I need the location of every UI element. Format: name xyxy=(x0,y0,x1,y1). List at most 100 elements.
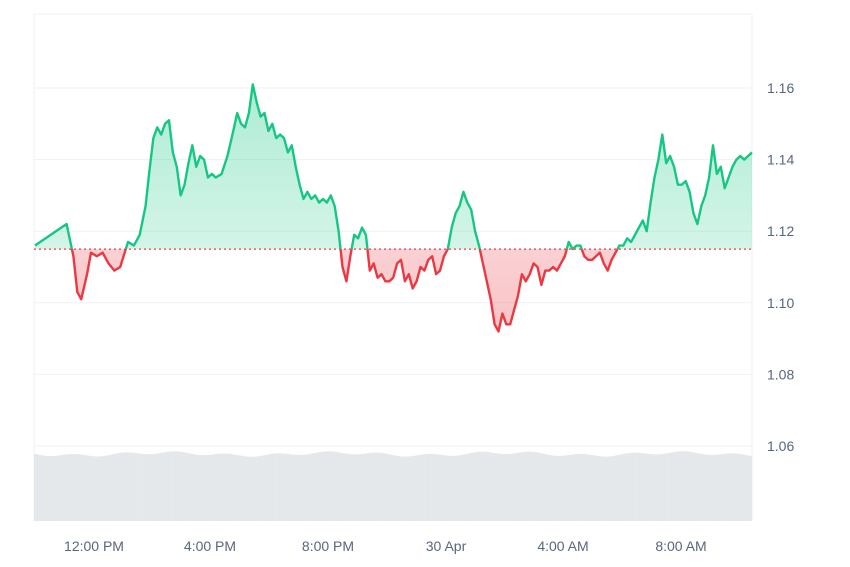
volume-bar xyxy=(159,452,164,521)
volume-bar xyxy=(165,451,170,521)
volume-bar xyxy=(135,453,140,521)
x-tick-label: 8:00 PM xyxy=(302,538,354,554)
volume-bar xyxy=(494,453,499,521)
volume-bar xyxy=(348,454,352,521)
x-tick-label: 30 Apr xyxy=(426,538,467,554)
volume-bar xyxy=(719,454,723,521)
volume-bar xyxy=(93,456,98,521)
volume-bar xyxy=(381,453,385,521)
y-tick-label: 1.14 xyxy=(767,152,794,168)
volume-bar xyxy=(497,453,502,521)
volume-bar xyxy=(219,453,223,521)
volume-bar xyxy=(225,453,229,521)
x-tick-label: 12:00 PM xyxy=(64,538,124,554)
volume-bar xyxy=(422,454,427,521)
volume-bar xyxy=(90,456,95,521)
y-tick-label: 1.08 xyxy=(767,366,794,382)
volume-bar xyxy=(156,453,161,521)
volume-bar xyxy=(315,452,319,521)
volume-bar xyxy=(321,451,325,521)
volume-bar xyxy=(716,454,720,521)
volume-bar xyxy=(345,453,349,521)
volume-bar xyxy=(207,454,211,521)
volume-bar xyxy=(390,454,394,521)
y-tick-label: 1.16 xyxy=(767,80,794,96)
volume-bar xyxy=(467,453,472,521)
volume-bar xyxy=(270,453,274,521)
volume-bar xyxy=(404,456,409,521)
volume-bar xyxy=(357,454,361,521)
volume-bar xyxy=(527,451,532,521)
volume-bar xyxy=(141,453,146,521)
volume-bar xyxy=(521,452,526,521)
volume-bar xyxy=(503,453,508,521)
volume-bar xyxy=(87,455,92,521)
volume-bar xyxy=(237,455,241,521)
volume-bar xyxy=(485,452,490,521)
volume-bar xyxy=(701,454,705,521)
volume-bar xyxy=(201,455,205,521)
volume-bar xyxy=(114,453,119,521)
volume-bar xyxy=(333,451,337,521)
volume-bar xyxy=(99,456,104,521)
volume-bar xyxy=(75,454,80,521)
volume-bar xyxy=(452,455,457,521)
volume-bar xyxy=(183,452,187,521)
volume-bar xyxy=(78,454,83,521)
volume-bar xyxy=(393,455,397,521)
volume-bar xyxy=(279,453,283,521)
volume-bar xyxy=(593,455,597,521)
volume-bar xyxy=(174,451,178,521)
volume-bar xyxy=(398,456,403,521)
volume-bar xyxy=(704,454,708,521)
volume-bar xyxy=(213,454,217,521)
volume-bar xyxy=(707,454,711,521)
volume-bar xyxy=(285,453,289,521)
volume-bar xyxy=(81,454,86,521)
volume-bar xyxy=(596,455,600,521)
volume-bar xyxy=(689,451,693,521)
volume-bar xyxy=(641,453,645,521)
volume-bar xyxy=(539,453,543,521)
volume-bar xyxy=(111,454,116,521)
volume-bar xyxy=(626,453,630,521)
volume-bars xyxy=(34,451,753,521)
volume-bar xyxy=(524,451,529,521)
volume-bar xyxy=(608,456,612,521)
volume-bar xyxy=(428,453,433,521)
volume-bar xyxy=(72,453,77,521)
volume-bar xyxy=(557,455,561,521)
volume-bar xyxy=(533,452,537,521)
volume-bar xyxy=(363,453,367,521)
volume-bar xyxy=(695,453,699,521)
volume-bar xyxy=(602,456,606,521)
volume-bar xyxy=(147,454,152,521)
volume-bar xyxy=(246,456,250,521)
volume-bar xyxy=(276,453,280,521)
volume-bar xyxy=(297,454,301,521)
volume-bar xyxy=(518,452,523,521)
volume-bar xyxy=(464,453,469,521)
volume-bar xyxy=(54,455,59,521)
volume-bar xyxy=(264,454,268,521)
volume-bar xyxy=(36,454,41,521)
volume-bar xyxy=(515,452,520,521)
volume-bar xyxy=(500,453,505,521)
volume-bar xyxy=(168,451,173,521)
price-line-up xyxy=(34,83,753,250)
volume-bar xyxy=(252,456,256,521)
volume-bar xyxy=(458,455,463,521)
volume-bar xyxy=(713,454,717,521)
volume-bar xyxy=(665,453,669,521)
volume-bar xyxy=(632,452,636,521)
volume-bar xyxy=(743,454,747,521)
volume-bar xyxy=(638,452,642,521)
volume-bar xyxy=(324,451,328,521)
volume-bar xyxy=(554,455,558,521)
volume-bar xyxy=(138,453,143,521)
volume-bar xyxy=(129,452,134,521)
volume-bar xyxy=(117,452,122,521)
volume-bar xyxy=(360,453,364,521)
volume-bar xyxy=(431,454,436,521)
volume-bar xyxy=(671,452,675,521)
